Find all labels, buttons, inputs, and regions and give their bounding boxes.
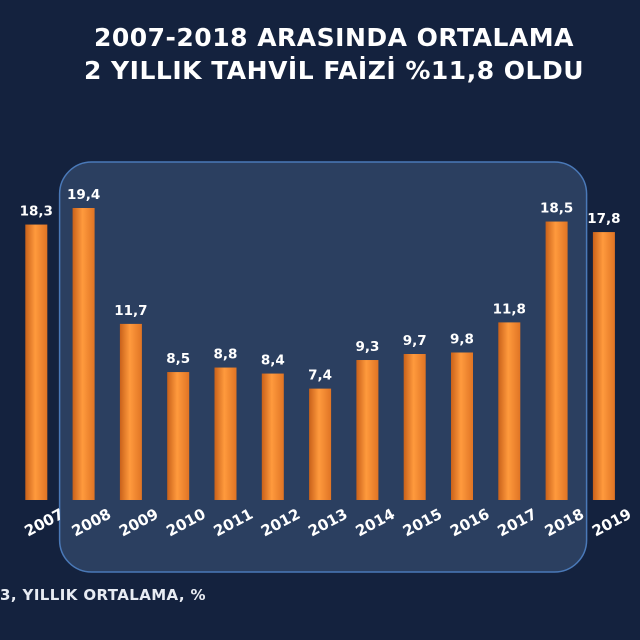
footnote: 3, YILLIK ORTALAMA, % [0,586,206,604]
bar-2019 [592,232,615,501]
value-label: 18,5 [540,201,573,217]
bar-2018 [545,221,568,500]
value-label: 18,3 [20,204,53,220]
value-label: 17,8 [587,211,620,227]
value-label: 9,3 [355,339,379,355]
bar-2013 [309,388,332,500]
value-label: 8,8 [214,347,238,363]
value-label: 11,8 [493,301,526,317]
bar-2011 [214,367,237,500]
bar-2017 [498,322,521,500]
bar-2008 [72,208,95,500]
bar-2009 [119,323,142,500]
value-label: 9,8 [450,331,474,347]
bar-2012 [261,373,284,500]
bar-2010 [167,372,190,500]
value-label: 11,7 [114,303,147,319]
value-label: 9,7 [403,333,427,349]
bar-2014 [356,360,379,500]
chart-title-line1: 2007-2018 ARASINDA ORTALAMA [93,23,575,52]
category-label: 2019 [589,505,634,540]
bar-2007 [25,224,48,500]
value-label: 8,4 [261,353,285,369]
bar-2016 [451,352,473,500]
value-label: 8,5 [166,351,190,367]
value-label: 19,4 [67,187,100,203]
bar-2015 [403,354,426,500]
chart-title-line2: 2 YILLIK TAHVİL FAİZİ %11,8 OLDU [83,56,585,85]
value-label: 7,4 [308,368,332,384]
